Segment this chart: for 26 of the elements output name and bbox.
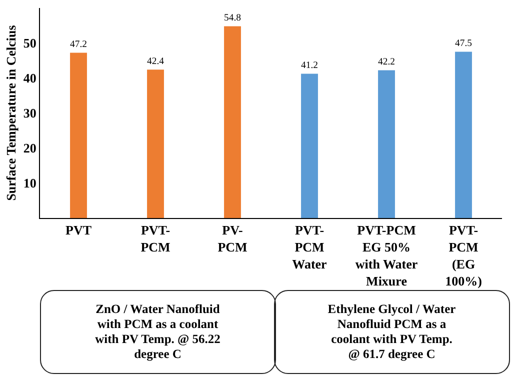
bar <box>455 52 472 218</box>
y-tick-label: 40 <box>23 70 36 86</box>
x-tick-label: PVT <box>66 222 92 238</box>
bar <box>378 70 395 218</box>
data-label: 47.2 <box>70 39 88 50</box>
rounded-caption-box: ZnO / Water Nanofluid with PCM as a coolant with PV Temp. @ 56.22 degree C <box>40 290 276 374</box>
bar <box>224 26 241 218</box>
data-label: 41.2 <box>301 60 318 72</box>
y-tick-label: 20 <box>23 140 36 156</box>
x-tick-label: PVT- PCM (EG 100%) <box>445 222 482 288</box>
data-label: 54.8 <box>224 12 242 24</box>
y-tick-label: 30 <box>23 106 36 121</box>
y-axis-title: Surface Temperature in Celcius <box>3 25 18 201</box>
x-tick-label: PVT- PCM <box>140 222 170 254</box>
data-label: 42.2 <box>378 56 396 68</box>
bar <box>147 70 164 218</box>
data-label: 42.4 <box>147 56 164 67</box>
x-tick-label: PV- PCM <box>218 222 248 254</box>
y-tick-label: 10 <box>23 176 36 191</box>
data-label: 47.5 <box>455 38 472 49</box>
bar <box>70 52 87 218</box>
y-tick-label: 50 <box>23 36 36 51</box>
x-tick-label: PVT-PCM EG 50% with Water Mixure <box>355 222 418 288</box>
bar <box>301 74 318 218</box>
rounded-caption-box: Ethylene Glycol / Water Nanofluid PCM as a coolant with PV Temp. @ 61.7 degree C <box>274 290 510 374</box>
x-tick-label: PVT- PCM Water <box>292 222 328 272</box>
